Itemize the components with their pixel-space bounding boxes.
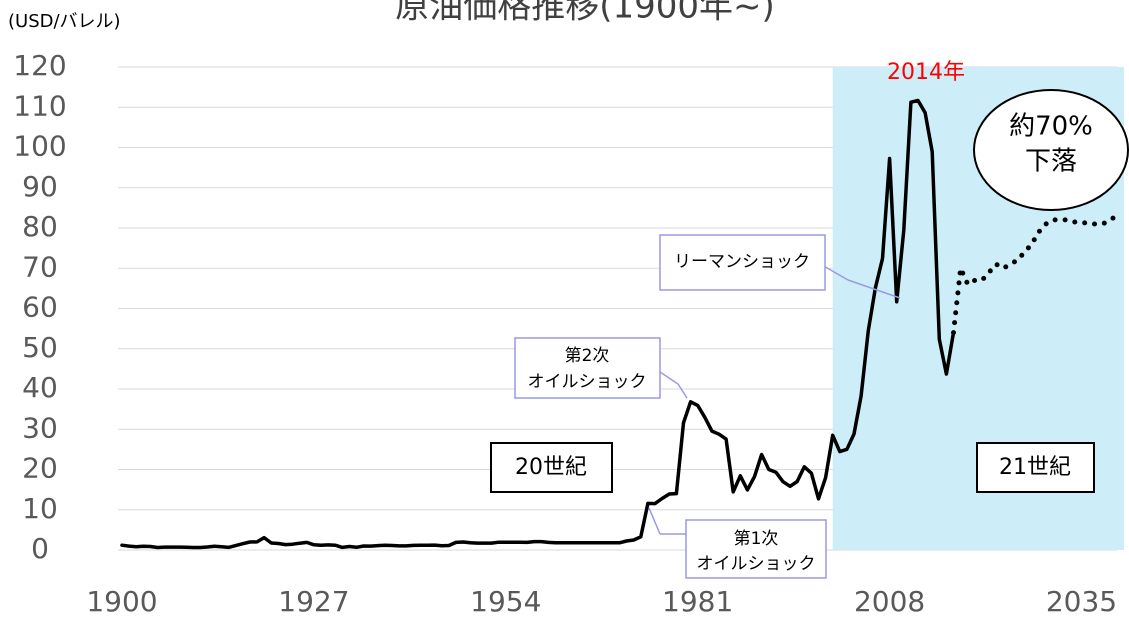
chart-title: 原油価格推移(1900年~) xyxy=(395,0,775,27)
annotation: 約70% xyxy=(1009,112,1093,142)
x-tick-label: 1981 xyxy=(662,585,733,618)
annotation-layer: 2014年 約70% 下落 リーマンショック 第2次 オイルショック 第1次 オ… xyxy=(490,60,1129,579)
callout-box xyxy=(659,234,826,291)
annotation: 下落 xyxy=(1025,147,1077,177)
y-tick-label: 30 xyxy=(22,411,58,444)
y-tick-label: 100 xyxy=(13,130,66,163)
annotation: 第1次 xyxy=(734,529,779,549)
y-tick-label: 50 xyxy=(22,331,58,364)
y-tick-label: 80 xyxy=(22,210,58,243)
plot-layer xyxy=(120,98,1120,550)
callout-ellipse xyxy=(973,89,1129,211)
annotation: 20世紀 xyxy=(515,455,587,480)
annotation: 第2次 xyxy=(565,346,610,366)
y-axis-label: (USD/バレル) xyxy=(8,11,121,32)
connector xyxy=(648,507,661,535)
y-tick-label: 20 xyxy=(22,452,58,485)
annotation: 21世紀 xyxy=(999,455,1071,480)
label-box xyxy=(490,442,613,493)
annotation: オイルショック xyxy=(697,554,816,574)
connector xyxy=(677,383,688,399)
connector xyxy=(659,371,679,385)
x-tick-label: 1927 xyxy=(278,585,349,618)
y-tick-label: 90 xyxy=(22,170,58,203)
connector xyxy=(821,264,849,281)
callout-box xyxy=(514,337,661,399)
y-tick-label: 70 xyxy=(22,250,58,283)
x-tick-label: 2035 xyxy=(1046,585,1117,618)
y-tick-label: 10 xyxy=(22,492,58,525)
background-layer: 0 10 20 30 40 50 60 70 80 90 100 110 120 1900 1927 1954… xyxy=(13,49,1125,618)
x-tick-label: 1900 xyxy=(86,585,157,618)
y-tick-label: 40 xyxy=(22,371,58,404)
annotation: オイルショック xyxy=(528,372,647,392)
y-tick-label: 120 xyxy=(13,49,66,82)
x-tick-label: 2008 xyxy=(854,585,925,618)
y-tick-label: 110 xyxy=(13,89,66,122)
label-box xyxy=(976,442,1095,493)
annotation: リーマンショック xyxy=(674,252,810,272)
connector xyxy=(847,279,901,299)
y-tick-label: 0 xyxy=(31,532,49,565)
y-tick-label: 60 xyxy=(22,291,58,324)
forecast-line xyxy=(951,213,1120,336)
x-tick-label: 1954 xyxy=(470,585,541,618)
callout-box xyxy=(685,519,827,579)
annotation: 2014年 xyxy=(887,60,965,85)
price-line xyxy=(120,98,956,550)
